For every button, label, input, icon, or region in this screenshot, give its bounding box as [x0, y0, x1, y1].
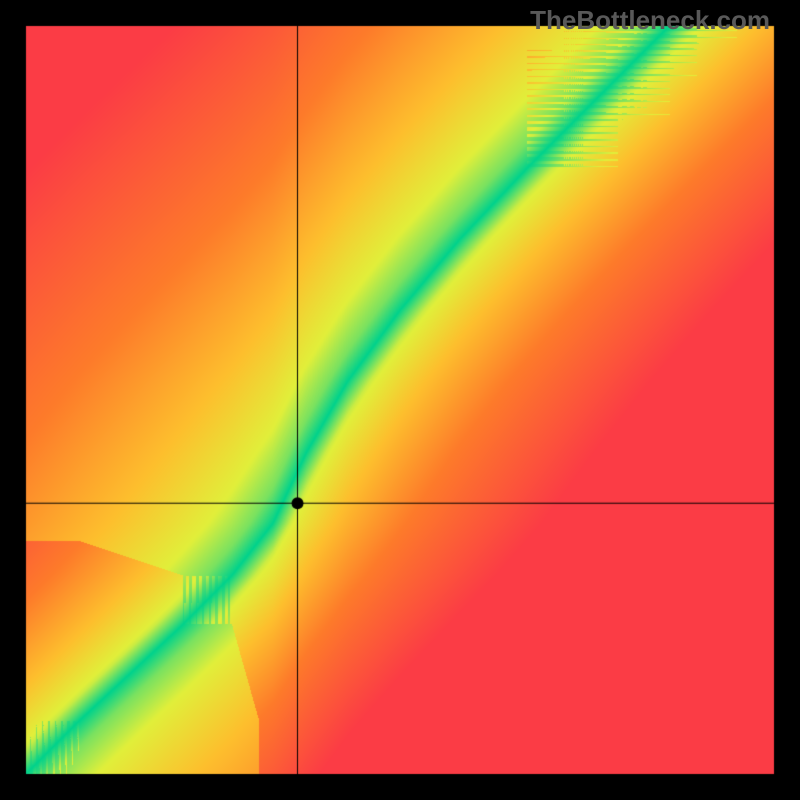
heatmap-canvas — [0, 0, 800, 800]
chart-container: TheBottleneck.com — [0, 0, 800, 800]
watermark-text: TheBottleneck.com — [530, 5, 770, 36]
